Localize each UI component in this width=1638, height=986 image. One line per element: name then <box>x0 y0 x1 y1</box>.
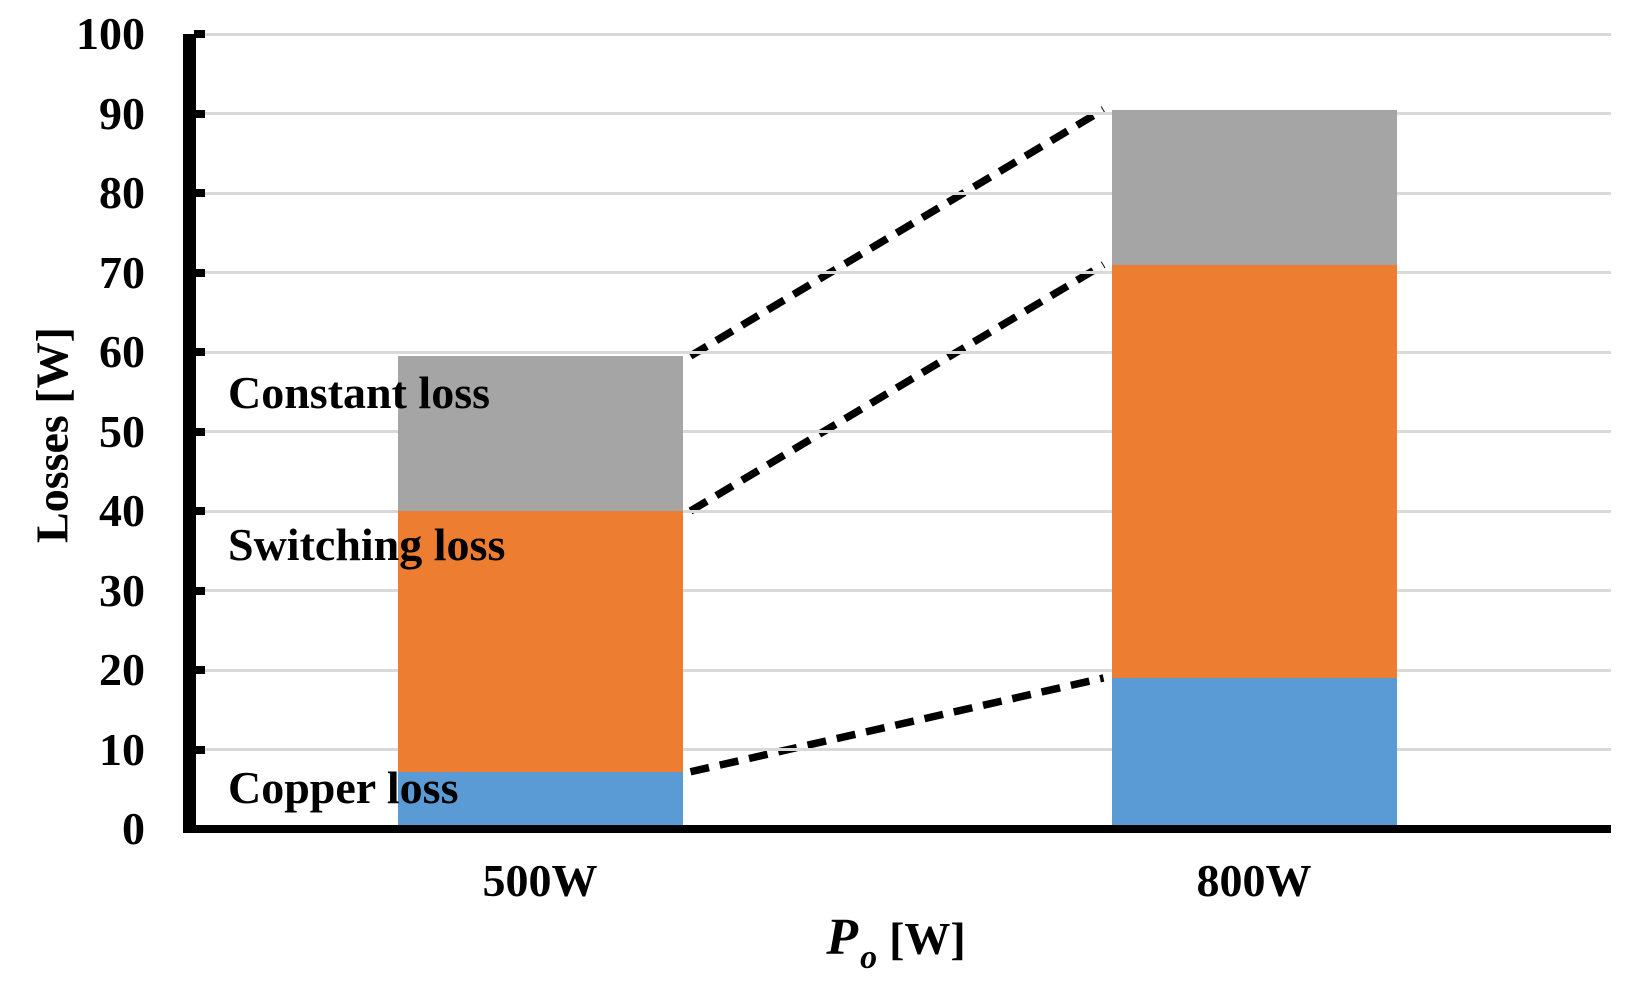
y-axis-title-text: Losses [W] <box>26 327 78 543</box>
y-axis-tick-10 <box>194 745 205 754</box>
series-label-switching-loss: Switching loss <box>228 519 506 570</box>
y-axis-tick-60 <box>194 348 205 356</box>
y-axis-line <box>183 34 196 833</box>
y-tick-label-70: 70 <box>99 246 145 298</box>
bar-segment-500W-constant-loss <box>397 355 683 511</box>
series-label-copper-loss: Copper loss <box>228 762 459 813</box>
bar-segment-800W-copper-loss <box>1111 677 1397 829</box>
y-axis-tick-80 <box>194 189 205 197</box>
connector-line-copper-loss <box>689 674 1105 776</box>
y-axis-tick-50 <box>194 427 205 436</box>
gridline-50 <box>196 430 1611 433</box>
y-tick-label-30: 30 <box>99 564 145 616</box>
y-axis-tick-90 <box>194 109 205 118</box>
y-tick-label-80: 80 <box>99 167 145 218</box>
category-label-800W: 800W <box>1196 855 1312 906</box>
x-axis-title-symbol: P <box>826 909 859 966</box>
category-label-500W: 500W <box>482 855 598 906</box>
gridline-80 <box>196 191 1611 195</box>
gridline-10 <box>196 748 1611 751</box>
y-tick-label-50: 50 <box>99 405 145 457</box>
connector-line-constant-loss <box>688 106 1106 360</box>
x-axis-title: Po [W] <box>826 908 965 977</box>
y-axis-tick-100 <box>194 30 205 38</box>
y-tick-label-60: 60 <box>99 326 145 377</box>
y-tick-label-90: 90 <box>99 87 145 139</box>
y-tick-label-20: 20 <box>99 644 145 695</box>
bar-segment-500W-switching-loss <box>397 511 683 772</box>
y-axis-title: Losses [W] <box>26 327 79 543</box>
gridline-60 <box>196 350 1611 354</box>
y-axis-tick-30 <box>194 586 205 595</box>
x-axis-title-subscript: o <box>860 939 878 976</box>
gridline-20 <box>196 668 1611 672</box>
gridline-40 <box>196 509 1611 513</box>
x-axis-title-unit: [W] <box>889 913 966 964</box>
gridline-30 <box>196 589 1611 592</box>
y-axis-tick-70 <box>194 268 205 277</box>
connector-line-switching-loss <box>688 261 1106 515</box>
y-tick-label-0: 0 <box>122 803 145 854</box>
y-tick-label-40: 40 <box>99 485 145 536</box>
bar-segment-800W-switching-loss <box>1111 264 1397 678</box>
gridline-90 <box>196 112 1611 115</box>
y-axis-tick-20 <box>194 666 205 674</box>
bar-segment-800W-constant-loss <box>1111 109 1397 265</box>
y-axis-tick-40 <box>194 507 205 515</box>
y-tick-label-100: 100 <box>76 8 145 59</box>
gridline-70 <box>196 271 1611 274</box>
series-label-constant-loss: Constant loss <box>228 367 491 418</box>
gridline-100 <box>196 32 1611 36</box>
bar-segment-500W-copper-loss <box>397 771 683 829</box>
y-tick-label-10: 10 <box>99 723 145 775</box>
x-axis-line <box>183 825 1611 833</box>
